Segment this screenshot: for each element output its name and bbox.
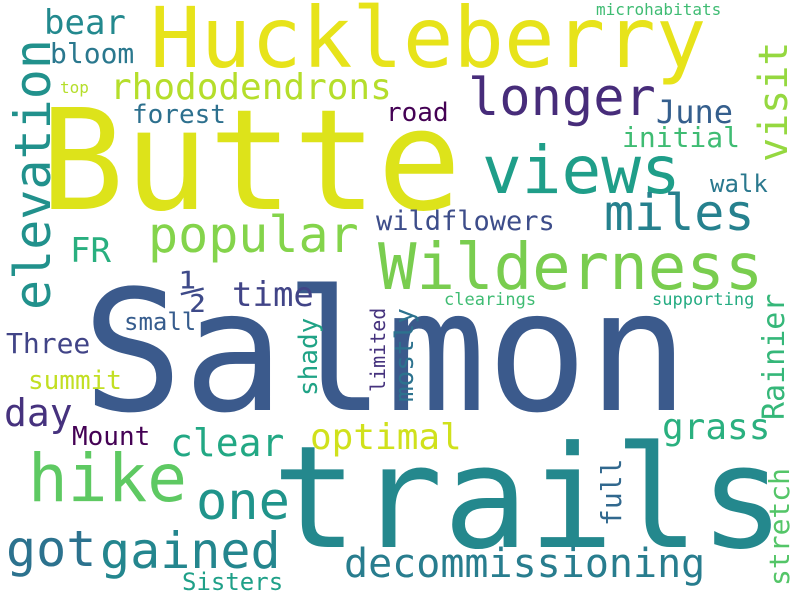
word-supporting: supporting [652,290,755,310]
word-initial: initial [622,121,741,154]
word-three: Three [6,327,91,360]
word-half: ½ [180,266,207,317]
word-summit: summit [28,366,122,396]
word-limited: limited [366,307,390,392]
word-full: full [595,458,628,526]
word-microhabitats: microhabitats [596,0,722,19]
word-visit: visit [751,41,797,162]
word-shady: shady [294,317,324,396]
word-salmon: Salmon [82,254,689,450]
word-wildflowers: wildflowers [376,206,555,237]
word-miles: miles [604,184,755,242]
word-day: day [4,391,73,435]
word-walk: walk [710,170,768,198]
word-views: views [482,132,681,209]
word-trails: trails [272,416,785,581]
word-one: one [196,472,290,532]
word-mostly: mostly [390,308,420,402]
word-wilderness: Wilderness [378,231,764,305]
word-rhododendrons: rhododendrons [110,67,392,108]
word-time: time [232,275,314,315]
word-gained: gained [100,522,281,580]
word-rainier: Rainier [757,293,792,420]
word-stretch: stretch [763,467,796,586]
word-optimal: optimal [310,417,462,458]
word-hike: hike [28,440,187,517]
word-bloom: bloom [50,37,135,70]
word-small: small [124,308,197,336]
word-road: road [386,98,449,128]
word-huckleberry: Huckleberry [150,0,707,87]
word-june: June [656,93,734,131]
word-clearings: clearings [444,290,537,310]
word-mount: Mount [72,422,151,452]
word-top: top [60,78,89,97]
word-fr: FR [70,231,111,271]
word-grass: grass [662,407,771,448]
word-forest: forest [132,100,226,130]
word-bear: bear [44,3,126,43]
word-sisters: Sisters [182,568,284,596]
word-popular: popular [148,206,359,264]
word-butte: Butte [40,80,462,243]
word-got: got [6,520,97,578]
word-decommissioning: decommissioning [344,541,706,587]
word-longer: longer [468,68,656,128]
word-clear: clear [170,421,285,465]
word-elevation: elevation [4,39,62,310]
